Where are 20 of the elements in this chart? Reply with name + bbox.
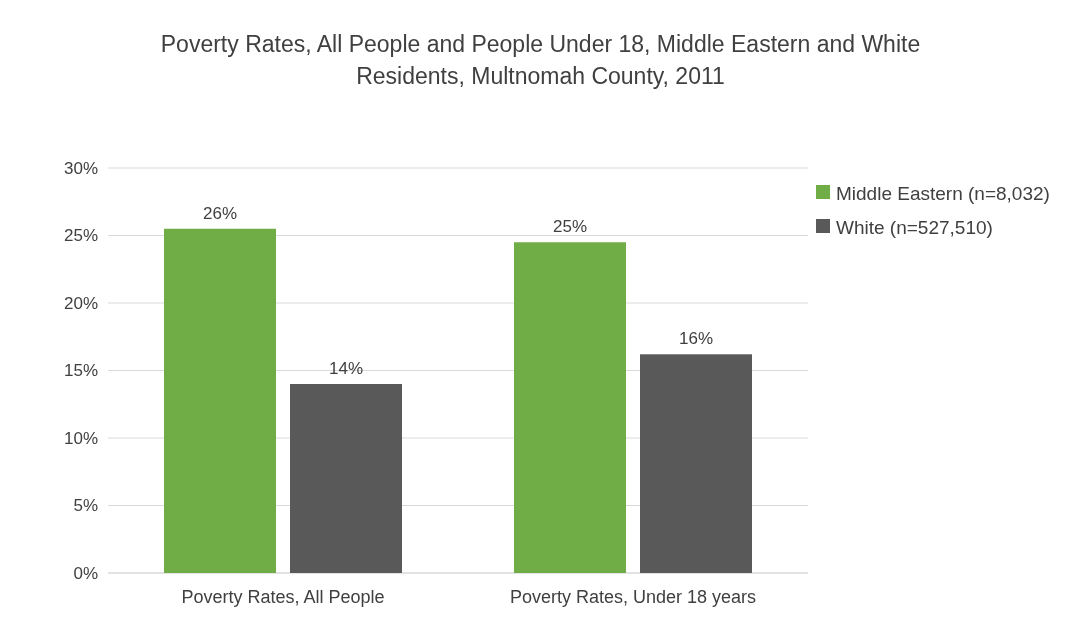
bar	[640, 354, 752, 573]
legend-label: White (n=527,510)	[836, 216, 993, 238]
y-tick-label: 30%	[63, 158, 98, 178]
bar	[290, 384, 402, 573]
y-tick-label: 0%	[73, 563, 98, 583]
data-label: 16%	[678, 329, 714, 349]
y-tick-label: 20%	[63, 293, 98, 313]
x-tick-label: Poverty Rates, Under 18 years	[509, 587, 757, 607]
x-tick-label: Poverty Rates, All People	[181, 587, 385, 607]
y-tick-label: 15%	[63, 361, 98, 381]
y-tick-label: 5%	[73, 496, 98, 516]
y-tick-label: 25%	[63, 226, 98, 246]
data-label: 26%	[202, 203, 238, 223]
chart-title: Poverty Rates, All People and People Under 18, Middle Eastern and White Residents, Multnomah County, 2011	[160, 31, 921, 89]
bar	[164, 228, 276, 573]
bar	[514, 242, 626, 573]
y-tick-label: 10%	[63, 428, 98, 448]
legend-label: Middle Eastern (n=8,032)	[836, 182, 1050, 204]
data-label: 25%	[552, 217, 588, 237]
data-label: 14%	[328, 359, 364, 378]
